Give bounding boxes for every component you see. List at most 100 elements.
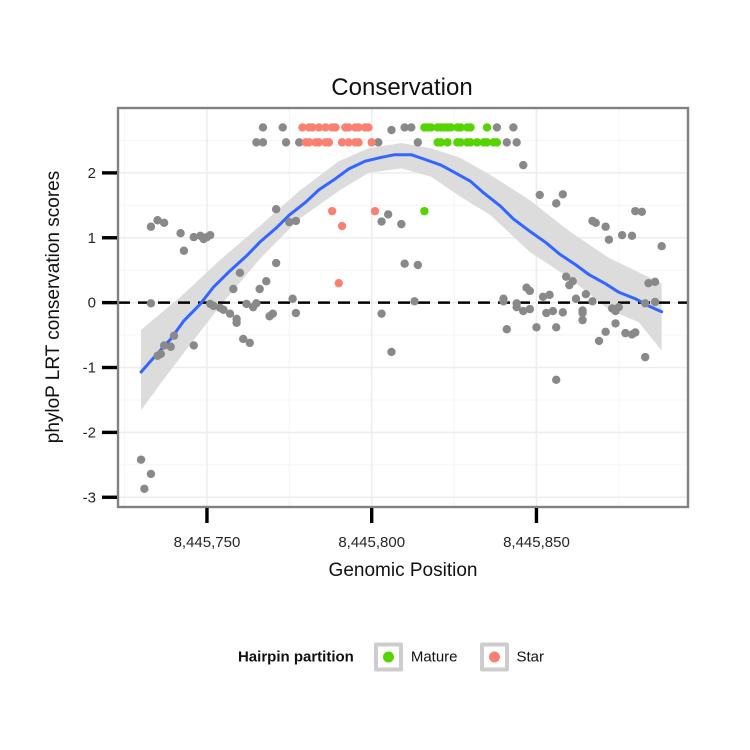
- data-point-other: [502, 325, 511, 334]
- data-point-other: [509, 123, 518, 132]
- data-point-other: [400, 259, 409, 268]
- data-point-mature: [446, 123, 455, 132]
- legend-label-mature: Mature: [410, 648, 458, 666]
- data-point-other: [492, 123, 502, 132]
- data-point-other: [271, 258, 281, 268]
- data-point-other: [268, 309, 278, 318]
- data-point-other: [166, 342, 175, 351]
- data-point-other: [153, 216, 162, 225]
- data-point-other: [169, 331, 179, 340]
- data-point-other: [153, 351, 162, 361]
- data-point-mature: [456, 123, 465, 132]
- y-tick-label: -1: [83, 360, 96, 377]
- data-point-star: [364, 123, 373, 132]
- data-point-other: [387, 125, 396, 135]
- data-point-star: [324, 138, 334, 147]
- data-point-other: [617, 230, 627, 240]
- data-point-star: [354, 138, 363, 147]
- mature-swatch-icon: [382, 651, 394, 663]
- data-point-other: [255, 284, 264, 294]
- data-point-other: [578, 315, 587, 325]
- data-point-mature: [420, 206, 429, 216]
- x-tick-label: 8,445,850: [503, 534, 570, 551]
- data-point-other: [225, 309, 235, 318]
- data-point-star: [367, 138, 376, 147]
- data-point-other: [644, 278, 653, 288]
- y-tick-label: 0: [88, 295, 96, 312]
- data-point-other: [271, 205, 281, 214]
- star-swatch-icon: [488, 651, 500, 663]
- data-point-other: [565, 280, 574, 290]
- data-point-other: [413, 260, 423, 270]
- data-point-other: [278, 123, 287, 132]
- x-tick-label: 8,445,750: [174, 534, 241, 551]
- data-point-other: [229, 284, 238, 294]
- data-point-mature: [482, 138, 492, 147]
- data-point-other: [499, 297, 508, 306]
- data-point-other: [252, 138, 261, 147]
- data-point-other: [594, 336, 604, 346]
- data-point-other: [413, 138, 423, 147]
- data-point-other: [571, 294, 581, 303]
- data-point-other: [611, 319, 620, 328]
- data-point-other: [578, 308, 587, 318]
- data-point-other: [232, 318, 241, 327]
- legend: Hairpin partition Mature Star: [238, 642, 566, 672]
- data-point-star: [354, 123, 363, 132]
- data-point-mature: [466, 138, 475, 147]
- data-point-mature: [466, 123, 475, 132]
- x-axis-title: Genomic Position: [328, 560, 478, 581]
- data-point-star: [337, 138, 347, 147]
- data-point-other: [383, 210, 393, 219]
- data-point-other: [285, 217, 294, 227]
- data-point-other: [525, 304, 535, 314]
- data-point-other: [242, 299, 251, 309]
- data-point-other: [650, 277, 660, 287]
- data-point-other: [159, 218, 169, 228]
- y-tick-label: -3: [83, 489, 96, 506]
- data-point-other: [281, 138, 291, 147]
- confidence-ribbon: [141, 143, 662, 411]
- data-point-star: [298, 123, 307, 132]
- data-point-other: [179, 246, 189, 255]
- data-point-star: [344, 123, 353, 132]
- data-point-other: [239, 334, 248, 344]
- data-point-other: [561, 272, 571, 281]
- data-point-star: [334, 278, 343, 288]
- data-point-other: [512, 302, 521, 312]
- data-point-other: [657, 241, 666, 251]
- data-point-other: [288, 294, 297, 303]
- data-point-mature: [482, 123, 492, 132]
- data-point-star: [331, 123, 340, 132]
- smooth-line: [139, 153, 664, 374]
- data-point-other: [410, 297, 419, 306]
- data-point-other: [552, 199, 561, 208]
- data-point-other: [558, 308, 567, 317]
- data-point-other: [558, 190, 567, 199]
- data-point-star: [308, 123, 317, 132]
- panel-border: [116, 106, 690, 509]
- data-point-other: [627, 231, 637, 241]
- data-point-other: [377, 217, 386, 226]
- legend-label-star: Star: [516, 648, 545, 666]
- data-point-other: [146, 299, 156, 308]
- y-tick-label: -2: [83, 424, 96, 441]
- data-point-other: [295, 138, 304, 147]
- data-point-mature: [492, 138, 502, 147]
- data-point-mature: [443, 138, 452, 147]
- data-point-other: [407, 123, 416, 132]
- data-point-other: [512, 138, 521, 147]
- data-point-other: [206, 230, 215, 240]
- data-point-star: [327, 206, 337, 216]
- data-point-other: [637, 207, 647, 217]
- legend-key-star: [479, 642, 509, 672]
- data-point-mature: [472, 138, 482, 147]
- data-point-other: [538, 292, 548, 301]
- data-point-star: [370, 206, 380, 216]
- data-point-star: [344, 138, 353, 147]
- data-point-other: [291, 216, 301, 226]
- data-point-other: [377, 309, 386, 318]
- data-point-other: [189, 232, 198, 242]
- data-point-star: [314, 138, 324, 147]
